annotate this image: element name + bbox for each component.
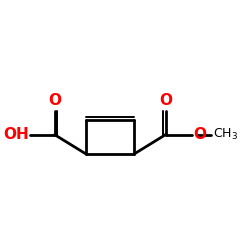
Text: OH: OH bbox=[4, 127, 29, 142]
Text: O: O bbox=[159, 93, 172, 108]
Text: O: O bbox=[193, 127, 206, 142]
Text: O: O bbox=[48, 93, 61, 108]
Text: CH$_3$: CH$_3$ bbox=[212, 127, 238, 142]
